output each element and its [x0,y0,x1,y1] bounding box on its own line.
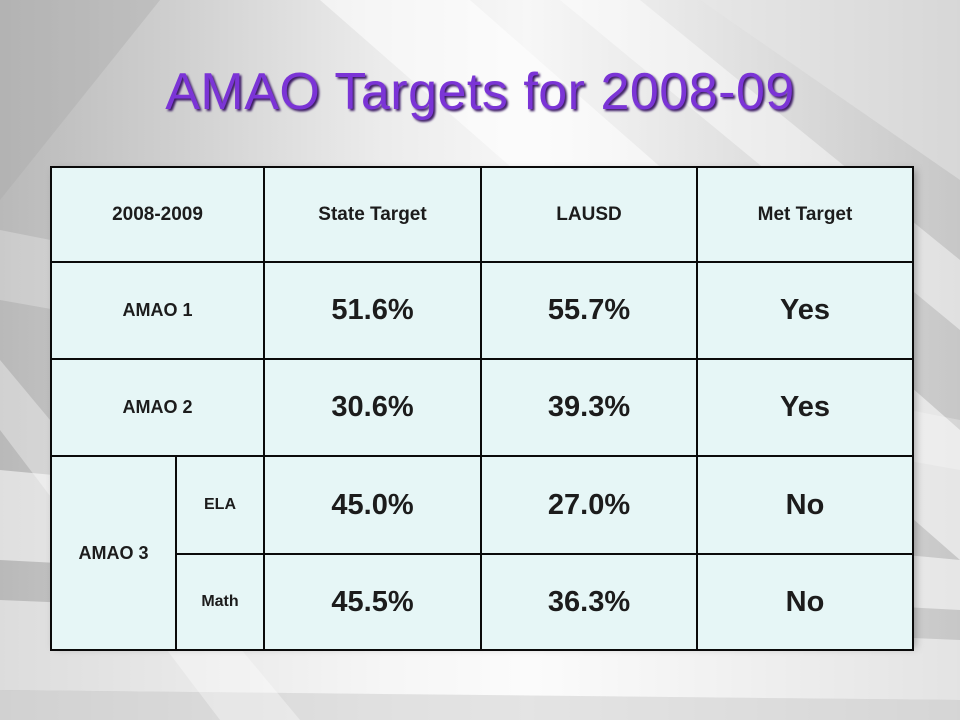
amao3-ela-state-target: 45.0% [263,455,482,555]
amao2-met-target: Yes [696,358,914,457]
amao2-lausd: 39.3% [480,358,698,457]
amao3-ela-lausd: 27.0% [480,455,698,555]
sub-label-ela: ELA [175,455,265,555]
amao-targets-table: 2008-2009 State Target LAUSD Met Target … [50,166,914,651]
amao3-math-met-target: No [696,553,914,651]
header-met-target: Met Target [696,166,914,263]
row-label-amao3: AMAO 3 [50,455,177,651]
amao2-state-target: 30.6% [263,358,482,457]
header-lausd: LAUSD [480,166,698,263]
table-row-amao3-ela: AMAO 3 ELA 45.0% 27.0% No [50,455,914,651]
header-state-target: State Target [263,166,482,263]
amao3-math-state-target: 45.5% [263,553,482,651]
slide-title: AMAO Targets for 2008-09 [165,63,795,121]
amao1-lausd: 55.7% [480,261,698,360]
row-label-amao1: AMAO 1 [50,261,265,360]
amao1-met-target: Yes [696,261,914,360]
table-header-row: 2008-2009 State Target LAUSD Met Target [50,166,914,263]
row-label-amao2: AMAO 2 [50,358,265,457]
header-year: 2008-2009 [50,166,265,263]
amao1-state-target: 51.6% [263,261,482,360]
amao3-ela-met-target: No [696,455,914,555]
amao3-math-lausd: 36.3% [480,553,698,651]
table-row-amao3-math: Math 45.5% 36.3% No [51,553,914,651]
sub-label-math: Math [175,553,265,651]
table-row-amao1: AMAO 1 51.6% 55.7% Yes [50,261,914,360]
table-row-amao2: AMAO 2 30.6% 39.3% Yes [50,358,914,457]
